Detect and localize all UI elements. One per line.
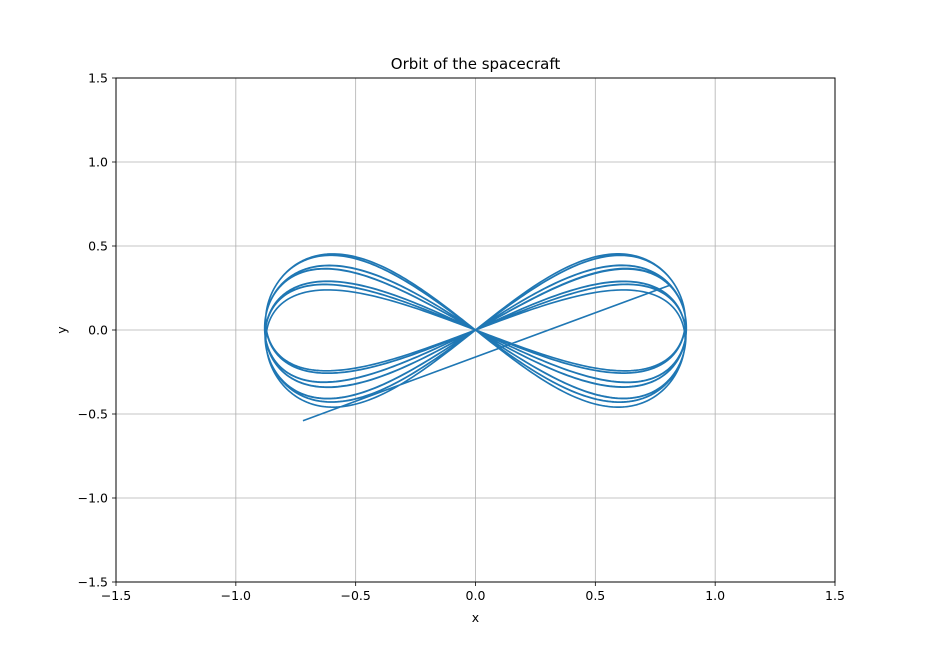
orbit-series-line	[263, 253, 688, 422]
x-tick-label: 0.5	[585, 588, 605, 603]
y-tick-label: −0.5	[78, 407, 108, 422]
chart-title: Orbit of the spacecraft	[391, 55, 561, 73]
x-tick-label: 0.0	[466, 588, 486, 603]
x-tick-label: −1.0	[221, 588, 251, 603]
y-tick-label: 0.5	[88, 239, 108, 254]
y-tick-label: −1.0	[78, 491, 108, 506]
y-tick-label: 1.0	[88, 155, 108, 170]
x-tick-label: 1.0	[705, 588, 725, 603]
plot-area	[263, 253, 688, 422]
x-tick-label: 1.5	[825, 588, 845, 603]
x-tick-label: −1.5	[101, 588, 131, 603]
y-tick-label: −1.5	[78, 575, 108, 590]
y-tick-label: 0.0	[88, 323, 108, 338]
y-axis-title: y	[54, 326, 69, 334]
y-tick-label: 1.5	[88, 71, 108, 86]
ticks: −1.5 −1.0 −0.5 0.0 0.5 1.0 1.5 −1.5 −1.0 −0.5 0.0 0…	[78, 71, 845, 604]
x-axis-title: x	[472, 610, 479, 625]
x-tick-label: −0.5	[340, 588, 370, 603]
